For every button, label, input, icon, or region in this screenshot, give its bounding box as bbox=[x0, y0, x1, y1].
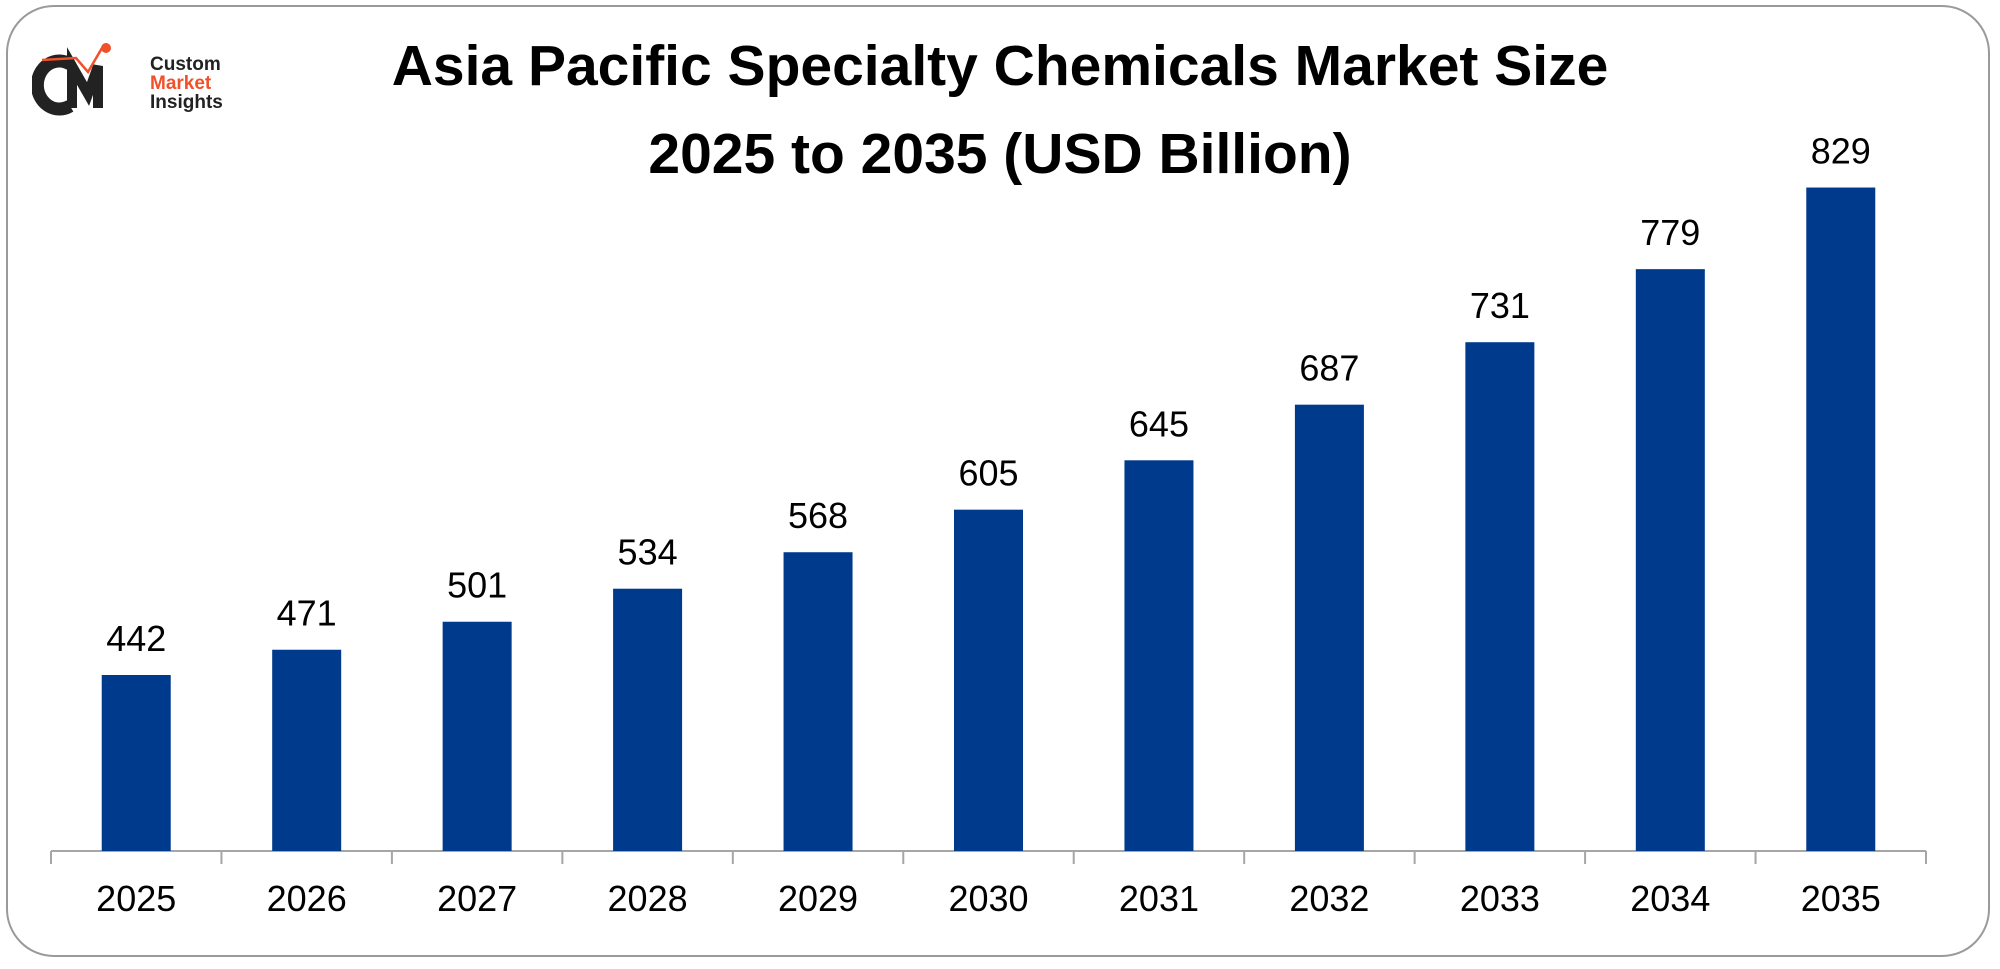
data-label-2034: 779 bbox=[1640, 212, 1700, 253]
bar-2028 bbox=[613, 588, 683, 851]
bar-2025 bbox=[101, 675, 171, 851]
bar-2033 bbox=[1465, 342, 1535, 851]
data-label-2027: 501 bbox=[447, 565, 507, 606]
data-label-2033: 731 bbox=[1470, 285, 1530, 326]
bar-2027 bbox=[442, 621, 512, 851]
data-label-2031: 645 bbox=[1129, 403, 1189, 444]
bar-2029 bbox=[783, 552, 853, 851]
x-tick-label-2031: 2031 bbox=[1119, 878, 1199, 919]
chart-title-line-2: 2025 to 2035 (USD Billion) bbox=[648, 122, 1352, 186]
x-tick-label-2034: 2034 bbox=[1630, 878, 1710, 919]
x-tick-label-2030: 2030 bbox=[948, 878, 1028, 919]
data-label-2030: 605 bbox=[958, 453, 1018, 494]
logo-mark-icon bbox=[32, 43, 111, 116]
chart-title-line-1: Asia Pacific Specialty Chemicals Market … bbox=[391, 34, 1609, 98]
logo-line-3: Insights bbox=[150, 92, 223, 113]
chart-frame bbox=[6, 5, 1990, 957]
bar-2031 bbox=[1124, 460, 1194, 851]
x-tick-label-2027: 2027 bbox=[437, 878, 517, 919]
x-tick-label-2035: 2035 bbox=[1801, 878, 1881, 919]
x-tick-label-2028: 2028 bbox=[608, 878, 688, 919]
x-tick-label-2025: 2025 bbox=[96, 878, 176, 919]
x-tick-label-2033: 2033 bbox=[1460, 878, 1540, 919]
data-label-2035: 829 bbox=[1811, 131, 1871, 172]
bar-2032 bbox=[1294, 404, 1364, 851]
logo-line-2: Market bbox=[150, 73, 212, 94]
data-label-2028: 534 bbox=[618, 532, 678, 573]
bar-2034 bbox=[1635, 269, 1705, 851]
x-tick-label-2032: 2032 bbox=[1289, 878, 1369, 919]
logo-line-1: Custom bbox=[150, 54, 221, 75]
logo-text: Custom Market Insights bbox=[150, 55, 223, 112]
bar-2026 bbox=[272, 649, 342, 851]
data-label-2029: 568 bbox=[788, 495, 848, 536]
data-label-2025: 442 bbox=[106, 618, 166, 659]
chart-title: Asia Pacific Specialty Chemicals Market … bbox=[200, 22, 1800, 198]
x-tick-label-2026: 2026 bbox=[267, 878, 347, 919]
x-tick-label-2029: 2029 bbox=[778, 878, 858, 919]
data-label-2026: 471 bbox=[277, 593, 337, 634]
bar-2030 bbox=[954, 509, 1023, 851]
data-label-2032: 687 bbox=[1299, 348, 1359, 389]
bar-2035 bbox=[1806, 187, 1876, 852]
logo: Custom Market Insights bbox=[32, 42, 223, 122]
